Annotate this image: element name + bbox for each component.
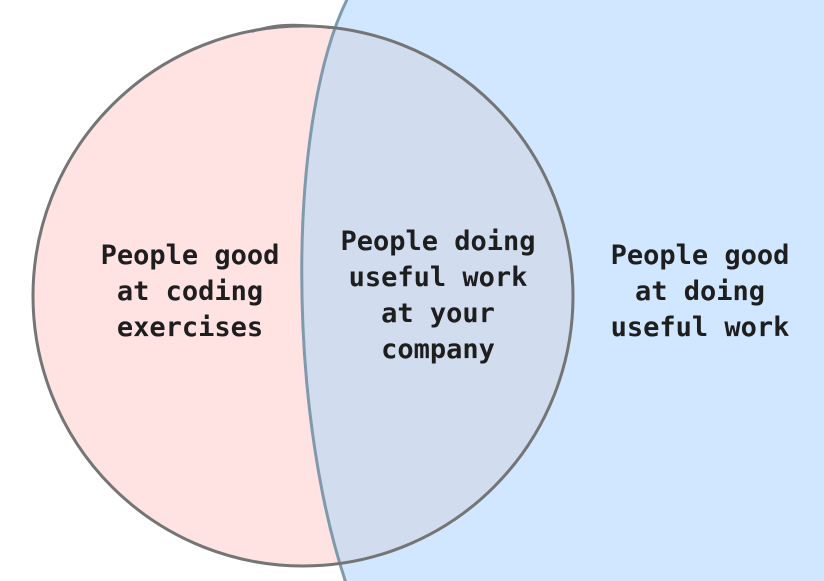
- label-line: People good: [100, 240, 280, 271]
- useful-work-label: People good at doing useful work: [600, 238, 800, 346]
- overlap-label: People doing useful work at your company: [328, 224, 548, 368]
- label-line: at doing: [634, 276, 766, 307]
- label-line: People doing: [340, 226, 536, 257]
- label-line: useful work: [348, 262, 528, 293]
- label-line: at your: [381, 298, 495, 329]
- label-line: at coding: [116, 276, 264, 307]
- circle-sketch-stroke: [251, 23, 331, 33]
- label-line: exercises: [116, 312, 264, 343]
- coding-exercises-label: People good at coding exercises: [90, 238, 290, 346]
- label-line: useful work: [610, 312, 790, 343]
- label-line: company: [381, 334, 495, 365]
- label-line: People good: [610, 240, 790, 271]
- useful-work-border: [300, 0, 349, 581]
